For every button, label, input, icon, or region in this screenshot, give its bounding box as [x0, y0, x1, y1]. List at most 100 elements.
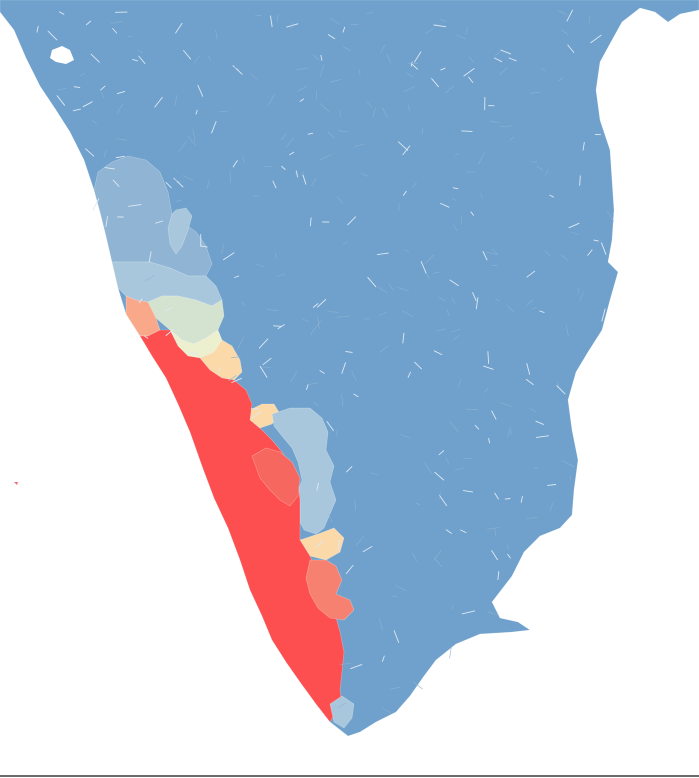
district-boundary-segment [440, 202, 450, 208]
district-boundary-segment [337, 539, 340, 551]
district-boundary-segment [98, 187, 108, 191]
district-boundary-segment [438, 296, 446, 302]
district-boundary-segment [408, 104, 410, 112]
district-boundary-segment [449, 646, 452, 659]
district-boundary-segment [353, 393, 359, 398]
district-boundary-segment [320, 54, 323, 61]
district-boundary-segment [337, 702, 347, 709]
district-boundary-segment [433, 350, 443, 356]
district-boundary-segment [262, 357, 272, 366]
district-boundary-segment [484, 388, 489, 393]
district-boundary-segment [547, 484, 557, 486]
district-boundary-segment [165, 181, 172, 189]
district-boundary-segment [421, 127, 423, 135]
district-boundary-segment [72, 108, 81, 112]
district-boundary-segment [460, 529, 467, 534]
district-boundary-segment [310, 330, 313, 336]
district-boundary-segment [351, 370, 357, 381]
district-boundary-segment [361, 173, 369, 177]
district-boundary-segment [165, 328, 175, 336]
district-boundary-segment [454, 153, 460, 156]
district-boundary-segment [104, 167, 115, 170]
district-boundary-segment [199, 245, 208, 248]
district-boundary-segment [570, 231, 579, 235]
district-boundary-segment [234, 66, 240, 70]
district-boundary-segment [36, 25, 39, 33]
district-boundary-segment [338, 130, 348, 133]
region-inland-belt [251, 447, 301, 507]
district-boundary-segment [504, 498, 511, 500]
district-boundary-segment [208, 55, 211, 61]
district-boundary-segment [446, 309, 450, 317]
district-boundary-segment [182, 175, 194, 181]
district-boundary-segment [289, 151, 295, 156]
district-boundary-segment [413, 681, 423, 690]
district-boundary-segment [286, 23, 299, 28]
district-boundary-segment [342, 241, 348, 246]
district-boundary-segment [485, 251, 499, 255]
district-boundary-segment [410, 63, 419, 70]
district-boundary-segment [265, 309, 279, 311]
district-boundary-segment [234, 275, 240, 278]
district-boundary-segment [439, 491, 441, 500]
district-boundary-segment [347, 216, 357, 226]
district-boundary-segment [565, 324, 569, 337]
district-boundary-segment [536, 166, 543, 171]
district-boundary-segment [400, 434, 411, 439]
district-boundary-segment [350, 664, 363, 670]
district-boundary-segment [92, 198, 100, 211]
district-boundary-segment [457, 378, 462, 388]
district-boundary-segment [397, 287, 409, 292]
district-boundary-segment [508, 57, 517, 62]
district-boundary-segment [317, 316, 320, 329]
district-boundary-segment [526, 270, 536, 278]
region-southern-tip [329, 695, 355, 729]
district-boundary-segment [393, 630, 400, 643]
district-boundary-segment [317, 299, 327, 308]
district-boundary-segment [100, 85, 106, 91]
district-boundary-segment [451, 198, 457, 201]
district-boundary-segment [452, 224, 458, 231]
district-boundary-segment [143, 335, 149, 339]
district-boundary-segment [490, 121, 501, 123]
district-boundary-segment [315, 540, 324, 548]
district-boundary-segment [487, 351, 490, 364]
district-boundary-segment [366, 101, 372, 108]
district-boundary-segment [47, 30, 58, 41]
district-boundary-segment [590, 34, 602, 44]
district-boundary-segment [307, 132, 314, 135]
district-boundary-segment [228, 375, 237, 382]
district-boundary-segment [354, 143, 365, 147]
district-boundary-segment [382, 707, 391, 714]
district-boundary-segment [434, 471, 445, 481]
district-boundary-segment [237, 336, 245, 349]
district-boundary-segment [137, 49, 143, 54]
district-boundary-segment [432, 271, 440, 274]
district-boundary-segment [342, 26, 346, 33]
district-boundary-segment [445, 529, 452, 534]
district-boundary-segment [148, 251, 152, 263]
district-boundary-segment [452, 187, 459, 190]
district-boundary-segment [290, 371, 298, 383]
district-boundary-segment [486, 527, 500, 530]
district-boundaries [36, 9, 615, 714]
district-boundary-segment [241, 301, 246, 307]
district-boundary-segment [316, 482, 319, 491]
region-inland-strip [271, 407, 337, 535]
district-boundary-segment [593, 239, 599, 242]
district-boundary-segment [491, 248, 498, 255]
district-boundary-segment [456, 34, 467, 40]
district-boundary-segment [529, 408, 537, 413]
district-boundary-segment [482, 251, 488, 261]
district-boundary-segment [58, 11, 65, 15]
district-boundary-segment [250, 73, 258, 80]
district-boundary-segment [367, 276, 377, 288]
district-boundary-segment [101, 92, 104, 98]
district-boundary-segment [468, 76, 474, 83]
district-boundary-segment [103, 149, 107, 158]
district-boundary-segment [451, 329, 461, 333]
district-boundary-segment [90, 53, 100, 63]
district-boundary-segment [85, 148, 95, 157]
region-foothill-patch-south [299, 527, 345, 561]
district-boundary-segment [164, 306, 174, 312]
